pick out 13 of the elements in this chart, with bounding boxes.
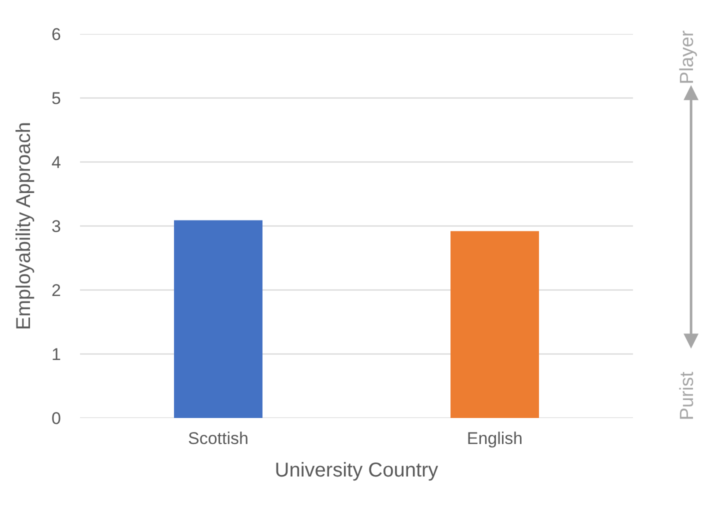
y-tick-label: 4 [52, 152, 61, 172]
y-tick-label: 3 [52, 216, 61, 236]
y-axis-title: Employability Approach [13, 122, 36, 330]
y-tick-label: 2 [52, 280, 61, 300]
x-tick-label: English [466, 429, 523, 448]
x-axis-title: University Country [274, 460, 438, 482]
text: Purist [677, 371, 698, 420]
y-tick-label: 5 [52, 88, 61, 108]
y-tick-label: 6 [52, 24, 61, 44]
y-tick-label: 0 [52, 408, 61, 428]
text: Player [677, 30, 698, 84]
y-tick-label: 1 [52, 344, 61, 364]
x-tick-label: Scottish [188, 429, 248, 448]
